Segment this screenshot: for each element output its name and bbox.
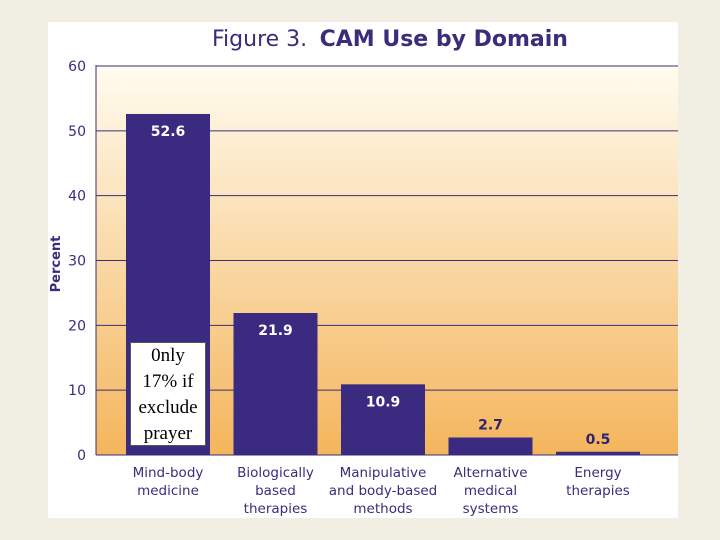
category-label: Energy therapies (566, 465, 630, 499)
value-labels: 52.6 21.9 10.9 2.7 0.5 (151, 124, 611, 448)
category-label-line: Manipulative (340, 465, 427, 481)
annotation-line: 17% if (142, 371, 194, 392)
chart-title-main: CAM Use by Domain (320, 27, 568, 52)
annotation-line: 0nly (151, 345, 185, 366)
category-label-line: Alternative (453, 465, 527, 481)
value-label: 2.7 (478, 417, 503, 433)
annotation-line: prayer (143, 423, 193, 444)
category-label-line: Mind-body (133, 465, 204, 481)
category-label-line: medical (464, 483, 517, 499)
category-label-line: therapies (566, 483, 630, 499)
y-tick-label: 20 (68, 318, 86, 334)
annotation-note: 0nly 17% if exclude prayer (130, 342, 206, 446)
y-tick-label: 0 (77, 448, 86, 464)
bar (233, 313, 318, 455)
y-tick-label: 10 (68, 383, 86, 399)
category-label-line: methods (353, 501, 412, 517)
category-label-line: Biologically (237, 465, 314, 481)
category-label-line: medicine (137, 483, 199, 499)
category-labels: Mind-body medicine Biologically based therap… (133, 465, 630, 517)
chart-title: Figure 3. CAM Use by Domain (212, 27, 568, 52)
category-label-line: based (255, 483, 296, 499)
y-tick-label: 30 (68, 254, 86, 270)
value-label: 10.9 (366, 394, 401, 410)
y-tick-label: 50 (68, 124, 86, 140)
category-label: Mind-body medicine (133, 465, 204, 499)
bar (341, 384, 425, 455)
y-tick-label: 40 (68, 189, 86, 205)
category-label-line: Energy (574, 465, 621, 481)
y-axis-label: Percent (49, 236, 64, 293)
bar (448, 437, 533, 455)
annotation-line: exclude (138, 397, 198, 418)
value-label: 21.9 (258, 323, 293, 339)
category-label-line: and body-based (329, 483, 437, 499)
category-label: Alternative medical systems (453, 465, 527, 517)
category-label-line: systems (463, 501, 519, 517)
value-label: 52.6 (151, 124, 186, 140)
y-tick-label: 60 (68, 59, 86, 75)
y-axis-ticks: 0 10 20 30 40 50 60 (68, 59, 86, 464)
category-label: Manipulative and body-based methods (329, 465, 437, 517)
value-label: 0.5 (586, 432, 611, 448)
chart-title-prefix: Figure 3. (212, 27, 307, 52)
category-label: Biologically based therapies (237, 465, 314, 517)
bar (556, 451, 640, 455)
category-label-line: therapies (244, 501, 308, 517)
